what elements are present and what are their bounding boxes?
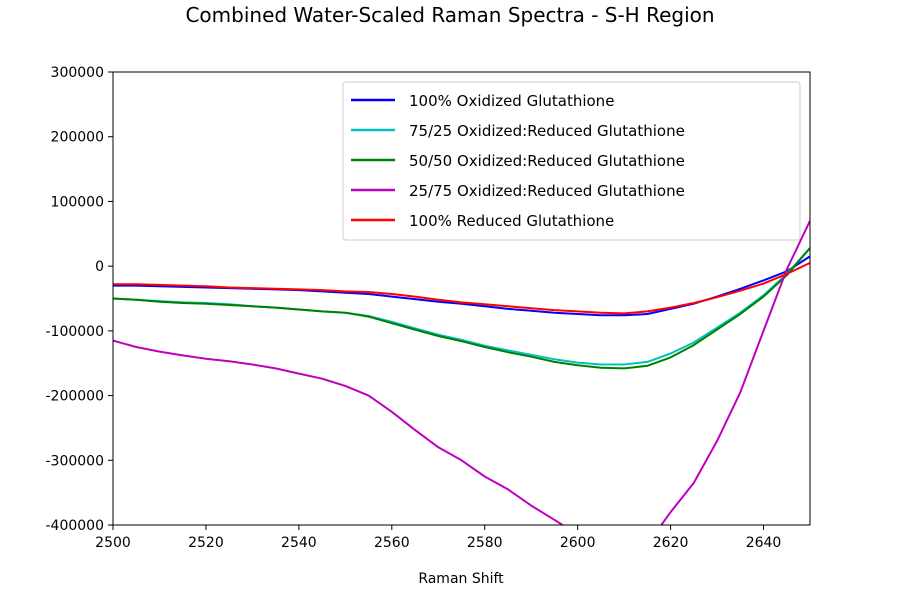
y-tick-label: 300000 [51,65,104,81]
plot-frame [112,71,811,526]
legend-label: 100% Reduced Glutathione [409,212,614,230]
series-line-4 [113,220,810,525]
x-tick-label: 2600 [560,535,596,551]
x-axis-label: Raman Shift [418,571,504,587]
series-line-2 [113,247,810,366]
y-tick-label: 200000 [51,130,104,146]
x-tick-label: 2520 [188,535,224,551]
y-tick-label: 0 [95,259,104,275]
legend-label: 100% Oxidized Glutathione [409,92,614,110]
x-tick-label: 2640 [746,535,782,551]
x-tick-label: 2500 [95,535,131,551]
x-tick-label: 2580 [467,535,503,551]
legend-frame [342,81,801,241]
y-tick-label: -100000 [46,324,105,340]
y-tick-label: 100000 [51,194,104,210]
x-tick-label: 2620 [653,535,689,551]
legend-label: 75/25 Oxidized:Reduced Glutathione [409,122,685,140]
y-tick-label: -300000 [46,453,105,469]
chart-title: Combined Water-Scaled Raman Spectra - S-… [185,3,714,27]
y-tick-label: -400000 [46,518,105,534]
x-tick-label: 2560 [374,535,410,551]
series-lines [113,220,810,525]
series-line-3 [113,247,810,370]
x-tick-label: 2540 [281,535,317,551]
y-tick-label: -200000 [46,389,105,405]
series-line-5 [113,261,810,315]
legend-label: 50/50 Oxidized:Reduced Glutathione [409,152,685,170]
legend: 100% Oxidized Glutathione 75/25 Oxidized:… [342,81,801,241]
legend-label: 25/75 Oxidized:Reduced Glutathione [409,182,685,200]
axes: 2500 2520 2540 2560 2580 2600 2620 2640 300000 20… [46,65,782,551]
